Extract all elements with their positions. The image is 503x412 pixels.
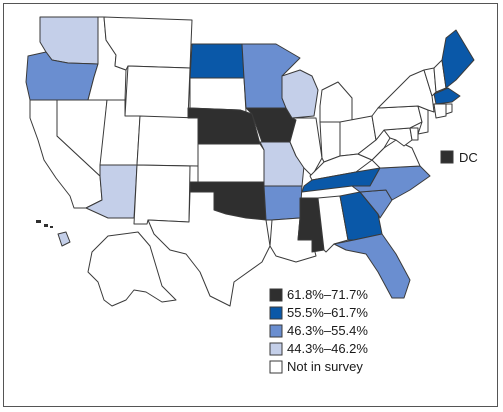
legend-label: 55.5%–61.7%: [287, 305, 368, 320]
state-NE: [187, 107, 261, 145]
states-layer: [25, 16, 475, 307]
state-MI: [319, 81, 353, 123]
state-RI: [445, 103, 453, 115]
legend-label: Not in survey: [287, 359, 363, 374]
state-FL: [333, 233, 411, 299]
legend-label: 61.8%–71.7%: [287, 287, 368, 302]
state-TX: [147, 191, 271, 307]
state-HI: [57, 231, 71, 247]
state-AK: [87, 231, 177, 307]
state-SD: [189, 77, 247, 113]
dc-marker: DC: [440, 150, 478, 165]
state-IN: [319, 121, 341, 163]
legend-swatch: [269, 342, 283, 356]
legend: 61.8%–71.7% 55.5%–61.7% 46.3%–55.4% 44.3…: [269, 287, 368, 374]
state-KS: [197, 143, 265, 183]
state-DE: [409, 127, 419, 141]
state-MT: [103, 16, 193, 71]
legend-swatch: [269, 288, 283, 302]
legend-label: 46.3%–55.4%: [287, 323, 368, 338]
state-ME: [441, 29, 475, 89]
dc-swatch: [440, 150, 454, 164]
legend-swatch: [269, 360, 283, 374]
state-IL: [289, 117, 323, 177]
legend-swatch: [269, 324, 283, 338]
legend-swatch: [269, 306, 283, 320]
state-WY: [124, 65, 191, 119]
state-CT: [433, 103, 447, 119]
legend-label: 44.3%–46.2%: [287, 341, 368, 356]
alaska-islands: [36, 220, 53, 228]
state-AR: [263, 185, 303, 221]
state-CO: [136, 115, 199, 167]
state-ND: [189, 43, 245, 79]
state-WI: [281, 69, 319, 119]
state-NC: [351, 165, 431, 201]
state-MA: [433, 87, 461, 105]
state-NM: [133, 164, 191, 225]
dc-label: DC: [459, 150, 478, 165]
